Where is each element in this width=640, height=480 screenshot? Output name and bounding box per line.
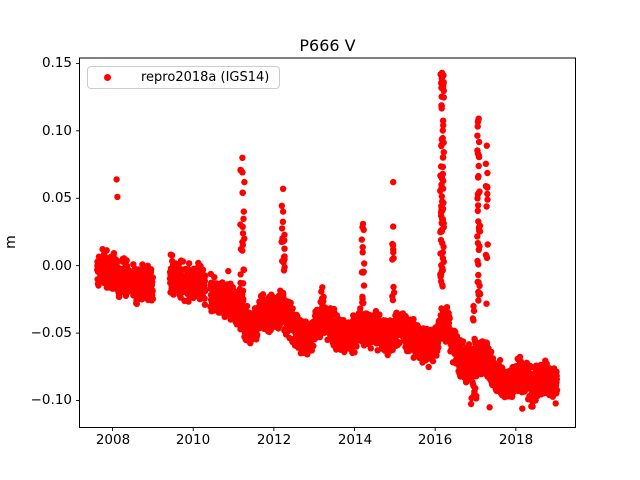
y-tick-label-2: 0.05 bbox=[41, 190, 72, 206]
plot-title: P666 V bbox=[299, 36, 356, 55]
x-tick-label-5: 2018 bbox=[498, 432, 534, 448]
x-tick-label-0: 2008 bbox=[95, 432, 131, 448]
x-tick-label-3: 2014 bbox=[337, 432, 373, 448]
x-tick-label-4: 2016 bbox=[417, 432, 453, 448]
y-tick-label-3: 0.00 bbox=[41, 258, 72, 274]
legend-marker-dot-icon bbox=[104, 74, 111, 81]
y-tick-label-4: −0.05 bbox=[30, 325, 72, 341]
x-tick-label-2: 2012 bbox=[256, 432, 292, 448]
legend-entry-label: repro2018a (IGS14) bbox=[141, 70, 270, 85]
y-tick-label-1: 0.10 bbox=[41, 123, 72, 139]
y-axis-label: m bbox=[3, 235, 19, 249]
y-tick-label-0: 0.15 bbox=[41, 55, 72, 71]
legend: repro2018a (IGS14) bbox=[87, 66, 280, 89]
x-tick-label-1: 2010 bbox=[175, 432, 211, 448]
y-tick-label-5: −0.10 bbox=[30, 392, 72, 408]
